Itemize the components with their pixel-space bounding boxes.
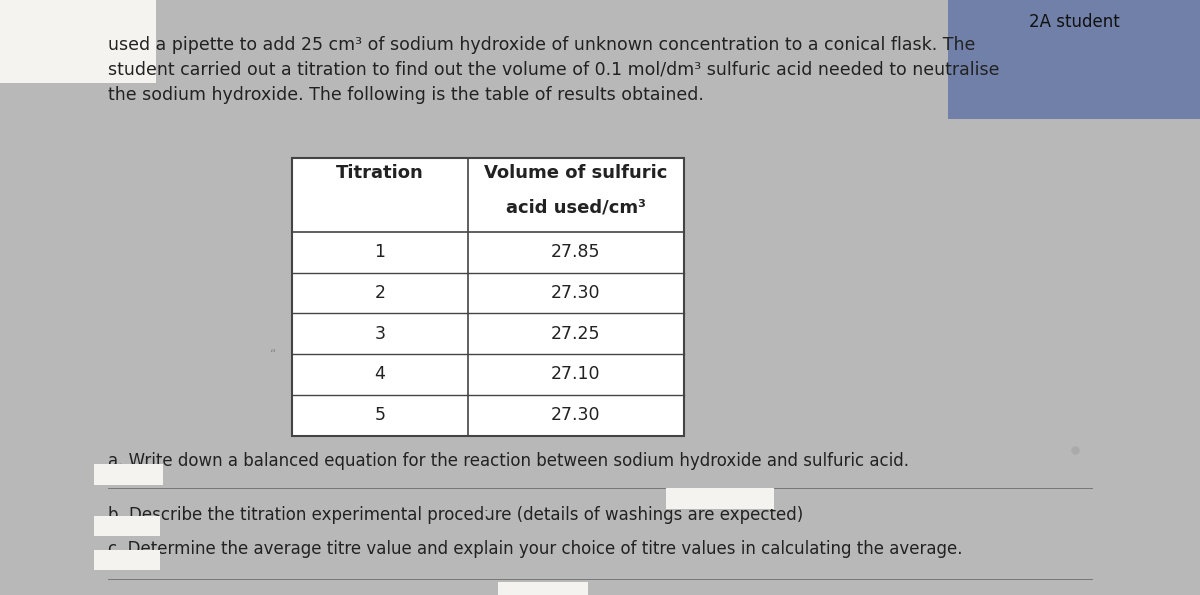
Text: 5: 5 <box>374 406 385 424</box>
Bar <box>94 516 160 536</box>
Text: used a pipette to add 25 cm³ of sodium hydroxide of unknown concentration to a c: used a pipette to add 25 cm³ of sodium h… <box>108 36 1000 104</box>
Text: 27.85: 27.85 <box>551 243 601 261</box>
Text: 1: 1 <box>374 243 385 261</box>
Text: 27.10: 27.10 <box>551 365 601 384</box>
Text: b. Describe the titration experimental procedure (details of washings are expect: b. Describe the titration experimental p… <box>108 506 803 524</box>
Text: acid used/cm³: acid used/cm³ <box>506 198 646 216</box>
Text: 3: 3 <box>374 325 385 343</box>
Bar <box>498 582 588 595</box>
Text: c. Determine the average titre value and explain your choice of titre values in : c. Determine the average titre value and… <box>108 540 962 558</box>
Text: 27.30: 27.30 <box>551 406 601 424</box>
Text: 4: 4 <box>374 365 385 384</box>
Text: “: “ <box>270 347 277 361</box>
Text: 2A student: 2A student <box>1028 13 1120 31</box>
Bar <box>292 158 684 436</box>
Bar <box>292 158 684 436</box>
Bar <box>0 0 156 83</box>
Text: Volume of sulfuric: Volume of sulfuric <box>485 164 667 181</box>
Bar <box>94 464 163 485</box>
Text: a. Write down a balanced equation for the reaction between sodium hydroxide and : a. Write down a balanced equation for th… <box>108 452 910 470</box>
Text: Titration: Titration <box>336 164 424 181</box>
FancyBboxPatch shape <box>948 0 1200 119</box>
Bar <box>666 488 774 509</box>
Text: 27.25: 27.25 <box>551 325 601 343</box>
Text: 2: 2 <box>374 284 385 302</box>
Text: 27.30: 27.30 <box>551 284 601 302</box>
Bar <box>94 550 160 570</box>
